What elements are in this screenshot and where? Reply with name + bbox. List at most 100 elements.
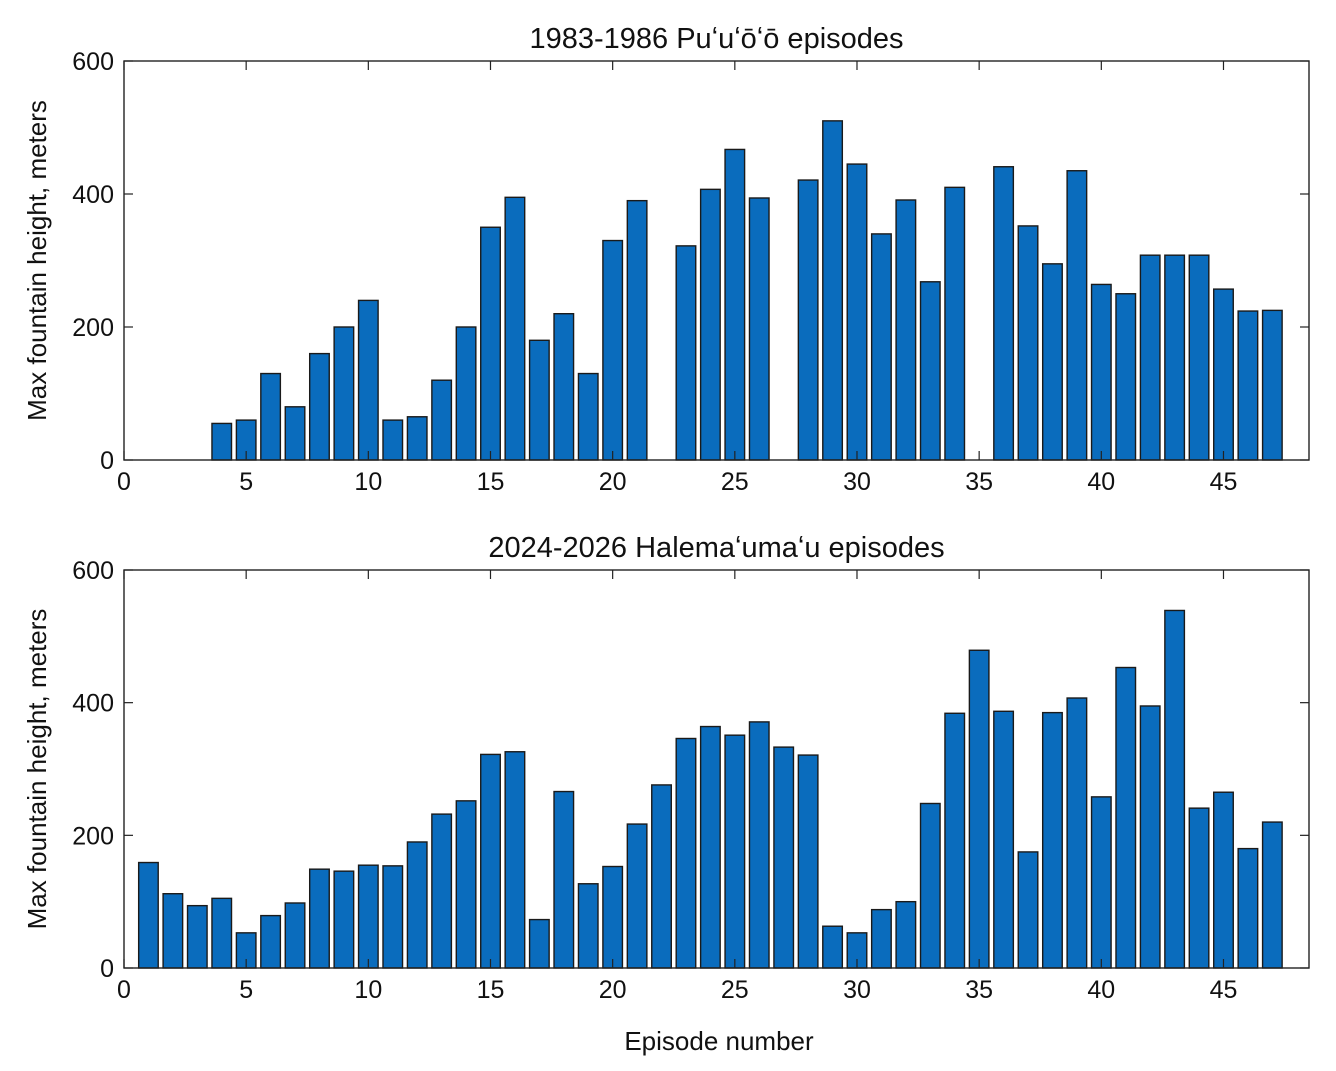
bar-episode-9 xyxy=(333,870,355,969)
bar-episode-6 xyxy=(260,914,282,969)
bar-episode-29 xyxy=(822,925,844,969)
y-tick-label: 400 xyxy=(72,690,114,718)
bottom-panel-halemaumau: 0 5 10 15 20 25 30 35 40 45 0 200 400 600 2024-2026 Ha… xyxy=(22,532,1310,1004)
x-tick-label: 25 xyxy=(721,468,749,496)
bar-episode-8 xyxy=(308,352,330,461)
bar-episode-18 xyxy=(553,313,575,461)
bar-episode-29 xyxy=(822,120,844,461)
bar-episode-24 xyxy=(699,725,721,969)
y-axis-label: Max fountain height, meters xyxy=(22,100,52,421)
bar-episode-11 xyxy=(382,865,404,969)
bar-episode-43 xyxy=(1164,609,1186,969)
x-tick-label: 10 xyxy=(354,976,382,1004)
y-tick-label: 200 xyxy=(72,822,114,850)
bar-episode-27 xyxy=(773,746,795,969)
x-tick-label: 0 xyxy=(117,976,131,1004)
bar-episode-26 xyxy=(748,721,770,969)
x-tick-label: 25 xyxy=(721,976,749,1004)
bar-episode-26 xyxy=(748,197,770,461)
bar-episode-23 xyxy=(675,737,697,969)
bar-episode-19 xyxy=(577,372,599,461)
bar-episode-34 xyxy=(944,186,966,461)
x-tick-label: 15 xyxy=(477,976,505,1004)
x-tick-label: 45 xyxy=(1210,976,1238,1004)
x-axis-label: Episode number xyxy=(624,1026,814,1056)
x-tick-label: 45 xyxy=(1210,468,1238,496)
chart-title: 1983-1986 Puʻuʻōʻō episodes xyxy=(529,23,903,55)
bar-episode-37 xyxy=(1017,225,1039,461)
bar-episode-21 xyxy=(626,199,648,461)
bar-episode-14 xyxy=(455,800,477,969)
y-tick-label: 0 xyxy=(100,447,114,475)
bar-episode-40 xyxy=(1090,796,1112,969)
bar-episode-36 xyxy=(993,710,1015,969)
bar-episode-31 xyxy=(870,233,892,461)
bar-episode-14 xyxy=(455,326,477,461)
bar-episode-45 xyxy=(1213,288,1234,461)
x-tick-label: 0 xyxy=(117,468,131,496)
bar-episode-33 xyxy=(919,802,941,969)
bar-episode-3 xyxy=(186,904,208,969)
bar-episode-39 xyxy=(1066,170,1088,461)
bar-episode-44 xyxy=(1188,254,1210,461)
y-tick-label: 400 xyxy=(72,181,114,209)
bar-episode-31 xyxy=(870,908,892,969)
x-tick-label: 40 xyxy=(1087,468,1115,496)
bar-episode-39 xyxy=(1066,697,1088,969)
bar-episode-23 xyxy=(675,245,697,461)
bar-episode-1 xyxy=(137,861,159,969)
bar-episode-33 xyxy=(919,281,941,461)
bar-episode-35 xyxy=(968,649,990,969)
x-tick-label: 10 xyxy=(354,468,382,496)
bar-episode-25 xyxy=(724,148,746,461)
bar-episode-36 xyxy=(993,166,1015,461)
bar-episode-34 xyxy=(944,712,966,969)
bar-episode-38 xyxy=(1041,711,1063,969)
x-tick-label: 20 xyxy=(599,976,627,1004)
bar-episode-41 xyxy=(1115,293,1137,461)
bar-episode-40 xyxy=(1090,283,1112,461)
bar-episode-47 xyxy=(1261,821,1283,969)
bar-episode-44 xyxy=(1188,807,1210,969)
x-tick-label: 35 xyxy=(965,976,993,1004)
x-tick-label: 20 xyxy=(599,468,627,496)
bar-episode-20 xyxy=(602,865,624,969)
bar-episode-45 xyxy=(1213,791,1234,969)
bar-episode-42 xyxy=(1139,254,1161,461)
bar-episode-30 xyxy=(846,163,868,461)
chart-title: 2024-2026 Halemaʻumaʻu episodes xyxy=(488,532,944,564)
bar-episode-9 xyxy=(333,326,355,461)
bar-episode-28 xyxy=(797,179,819,461)
bar-episode-15 xyxy=(480,226,501,461)
bar-episode-6 xyxy=(260,372,282,461)
bar-episode-19 xyxy=(577,883,599,969)
x-tick-label: 30 xyxy=(843,976,871,1004)
bar-episode-12 xyxy=(406,416,428,461)
bar-episode-8 xyxy=(308,868,330,969)
bar-episode-16 xyxy=(504,751,526,969)
y-axis-label: Max fountain height, meters xyxy=(22,609,52,930)
bar-episode-7 xyxy=(284,406,306,461)
bar-episode-18 xyxy=(553,790,575,969)
bar-episode-37 xyxy=(1017,851,1039,969)
x-tick-label: 35 xyxy=(965,468,993,496)
bar-episode-38 xyxy=(1041,263,1063,461)
bar-episode-20 xyxy=(602,239,624,461)
bar-episode-32 xyxy=(895,199,917,461)
bar-episode-25 xyxy=(724,734,746,969)
top-panel-puuoo: 0 5 10 15 20 25 30 35 40 45 0 200 400 600 1983-1986 Pu… xyxy=(22,23,1310,496)
bar-episode-17 xyxy=(528,918,550,969)
bar-episode-16 xyxy=(504,196,526,461)
bar-episode-46 xyxy=(1237,847,1259,969)
bar-episode-41 xyxy=(1115,666,1137,969)
x-tick-label: 40 xyxy=(1087,976,1115,1004)
bar-episode-12 xyxy=(406,841,428,969)
y-tick-label: 600 xyxy=(72,48,114,76)
bar-episode-13 xyxy=(431,813,453,969)
bar-episode-32 xyxy=(895,900,917,969)
bar-episode-22 xyxy=(651,784,672,969)
bar-episode-46 xyxy=(1237,310,1259,461)
x-tick-label: 15 xyxy=(477,468,505,496)
y-tick-label: 0 xyxy=(100,955,114,983)
